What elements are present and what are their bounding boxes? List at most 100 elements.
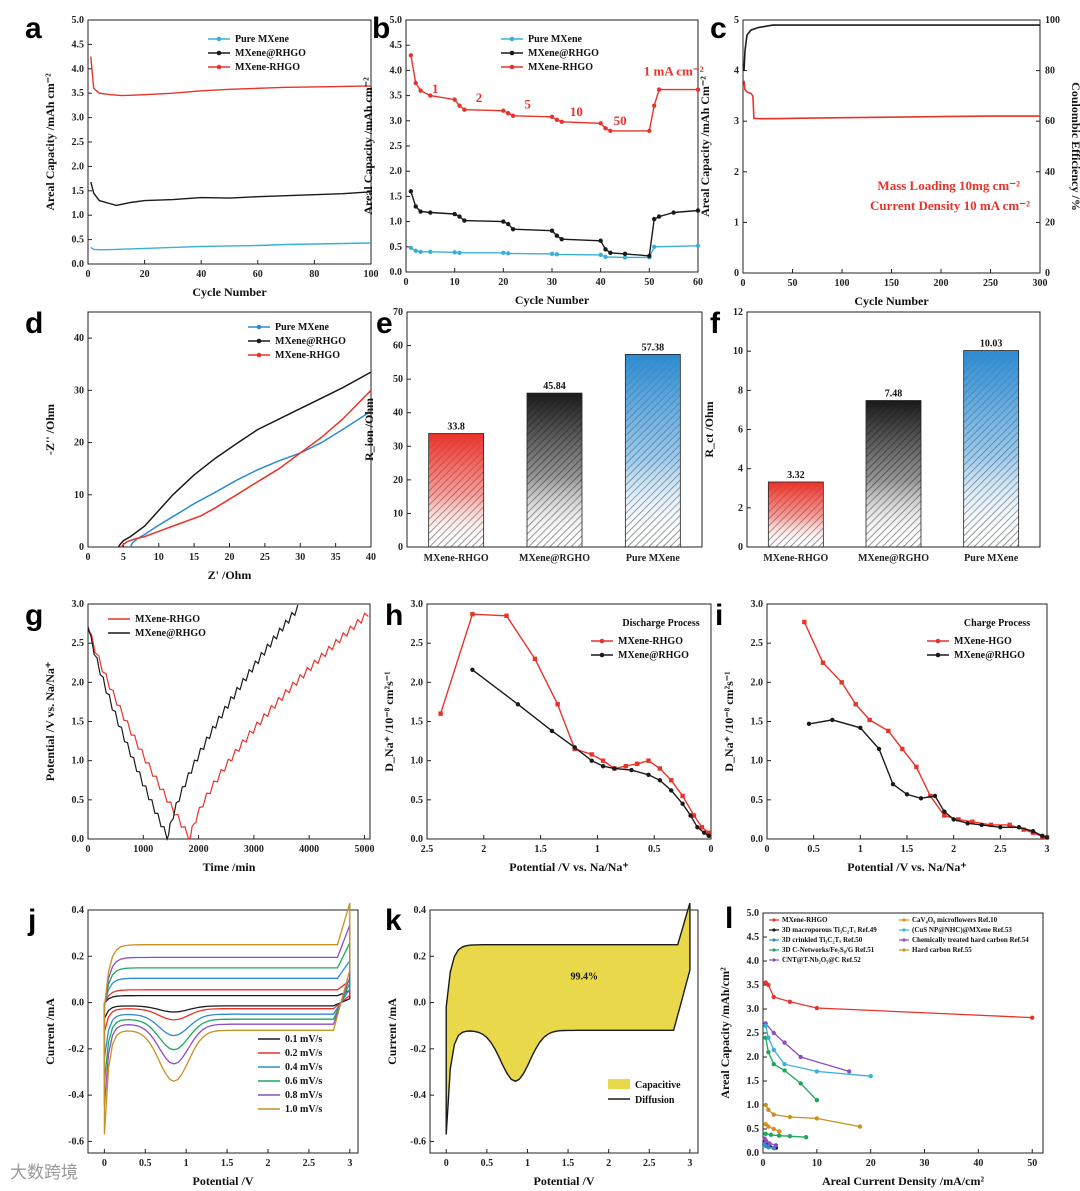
legend-entry: MXene-RHGO <box>782 916 828 924</box>
y-tick-label: 10 <box>733 346 743 357</box>
y-tick-label: 5 <box>734 15 739 26</box>
x-tick-label: 2.5 <box>994 844 1007 855</box>
y-tick-label: 4.0 <box>390 65 403 76</box>
chart-e: 0 10 20 30 40 50 60 70 R_ion /Ohm 33.8 MXene-RHGO 4… <box>362 307 703 564</box>
series--cus-np-nhc-mxene-ref-53-point <box>868 1074 873 1079</box>
series-mxene-hgo-point <box>853 702 858 707</box>
x-tick-label: 0 <box>86 552 91 563</box>
legend-marker <box>256 338 262 344</box>
y-tick-label: 5.0 <box>747 908 760 919</box>
x-tick-label: 1.5 <box>562 1158 575 1169</box>
x-tick-label: 35 <box>331 552 341 563</box>
series-mxene-rhgo-point <box>830 717 835 723</box>
series-mxene-rhgo-point <box>1044 835 1050 840</box>
series-pure-mxene-point <box>413 248 418 254</box>
series-mxene-rhgo-point <box>890 781 896 787</box>
series-mxene-hgo-point <box>988 822 994 828</box>
series-mxene-rhgo-point <box>457 214 462 219</box>
series-mxene-rhgo-point <box>695 87 701 92</box>
y-tick-label: 0.0 <box>72 998 85 1009</box>
y-tick-label: 2.5 <box>390 141 403 152</box>
bar <box>963 350 1020 548</box>
x-tick-label: 2 <box>481 844 486 855</box>
y-tick-label: 0.0 <box>747 1148 760 1159</box>
legend-entry: Pure MXene <box>528 34 583 45</box>
series-mxene-rhgo-point <box>656 214 662 219</box>
series-mxene-hgo-point <box>802 619 807 625</box>
series-pure-mxene-point <box>452 250 457 255</box>
series-mxene-hgo-point <box>914 764 919 770</box>
series-3d-c-networks-fe7s8-g-ref-51-point <box>798 1081 803 1086</box>
y-tick-label: 4 <box>734 66 739 77</box>
y-tick-label: 1.5 <box>411 717 424 728</box>
y-tick-label: 3.0 <box>390 116 403 127</box>
series-mxene-hgo-point <box>942 813 947 818</box>
x-axis-label: Cycle Number <box>515 293 590 307</box>
y-tick-label: 0.0 <box>72 259 85 270</box>
legend-entry: 1.0 mV/s <box>285 1104 322 1115</box>
series-mxene-rhgo-point <box>998 825 1003 830</box>
series-cnt-t-nb2o5-c-ref-52-point <box>782 1040 787 1045</box>
y-axis-label: Areal Capacity /mAh Cm⁻² <box>698 76 712 217</box>
y-tick-label: 0.4 <box>72 905 85 916</box>
series-pure-mxene-point <box>501 250 506 256</box>
x-tick-label: 150 <box>884 278 899 289</box>
y-tick-label: 30 <box>393 441 403 452</box>
bar-value-label: 33.8 <box>447 422 465 433</box>
y-tick-label: 0.5 <box>390 242 403 253</box>
y-tick-label: 20 <box>393 475 403 486</box>
y-tick-label: 0.5 <box>72 795 85 806</box>
legend-swatch-capacitive <box>608 1079 630 1089</box>
x-axis-label: Potential /V <box>193 1174 254 1188</box>
series-mxene-rhgo-point <box>600 758 606 763</box>
x-axis-label: Areal Current Density /mA/cm² <box>822 1174 985 1188</box>
series-mxene-rhgo <box>87 612 369 841</box>
chart-g: 0 1000 2000 3000 4000 5000 0.0 0.5 1.0 1.5 2.0 2.5 3… <box>43 599 374 874</box>
y-tick-label: -0.2 <box>68 1044 84 1055</box>
series-mxene-rhgo <box>120 389 372 548</box>
x-axis-label: Cycle Number <box>192 285 267 299</box>
y-tick-label: 0.5 <box>747 1124 760 1135</box>
plot-frame <box>87 311 372 548</box>
series-mxene-rhgo-point <box>418 209 423 214</box>
y2-tick-label: 80 <box>1045 66 1055 77</box>
y-axis-label: R_ct /Ohm <box>702 401 716 457</box>
panel-label-j: j <box>27 904 36 937</box>
series-cv-0-4-mV-s <box>103 958 351 1059</box>
series-mxene-hgo-point <box>1021 827 1026 832</box>
series-hard-carbon-ref-55-point <box>787 1114 793 1120</box>
x-tick-label: 100 <box>835 278 850 289</box>
chart-f: 0 2 4 6 8 10 12 R_ct /Ohm 3.32 MXene-RHGO 7.48 MXen… <box>702 307 1041 564</box>
series-mxene-rhgo-point <box>657 778 663 783</box>
bar-value-label: 3.32 <box>787 470 805 481</box>
panel-label-k: k <box>385 904 402 937</box>
y-tick-label: 5.0 <box>390 15 403 26</box>
legend-marker <box>599 638 605 644</box>
series-mxene-rhgo-point <box>942 809 947 814</box>
y-tick-label: 70 <box>393 307 403 318</box>
process-title: Charge Process <box>964 618 1030 629</box>
series-chemically-treated-hard-carbon-ref-54-point <box>764 1138 769 1144</box>
series--cus-np-nhc-mxene-ref-53-point <box>766 1035 771 1041</box>
y-tick-label: 0.0 <box>390 267 403 278</box>
series-hard-carbon-ref-55-point <box>857 1124 863 1129</box>
x-tick-label: 30 <box>295 552 305 563</box>
panel-label-d: d <box>25 307 43 340</box>
x-tick-label: 20 <box>866 1158 876 1169</box>
x-tick-label: 50 <box>1027 1158 1037 1169</box>
legend-entry: 0.6 mV/s <box>285 1076 322 1087</box>
y-tick-label: 3.5 <box>390 91 403 102</box>
plot-frame <box>87 603 371 840</box>
series-mxene-rhgo-point <box>634 761 640 766</box>
y-tick-label: 3.5 <box>72 88 85 99</box>
series-mxene-rhgo-point <box>699 825 705 830</box>
series-green-extra-point <box>787 1134 793 1139</box>
series-mxene-rhgo-point <box>572 745 577 750</box>
legend-marker <box>902 918 906 922</box>
rate-label: 5 <box>524 97 531 112</box>
x-tick-label: 1 <box>858 844 863 855</box>
series-mxene-rhgo-point <box>413 204 418 209</box>
y-tick-label: 3.0 <box>751 599 764 610</box>
x-tick-label: 3 <box>347 1158 352 1169</box>
x-tick-label: 200 <box>934 278 949 289</box>
